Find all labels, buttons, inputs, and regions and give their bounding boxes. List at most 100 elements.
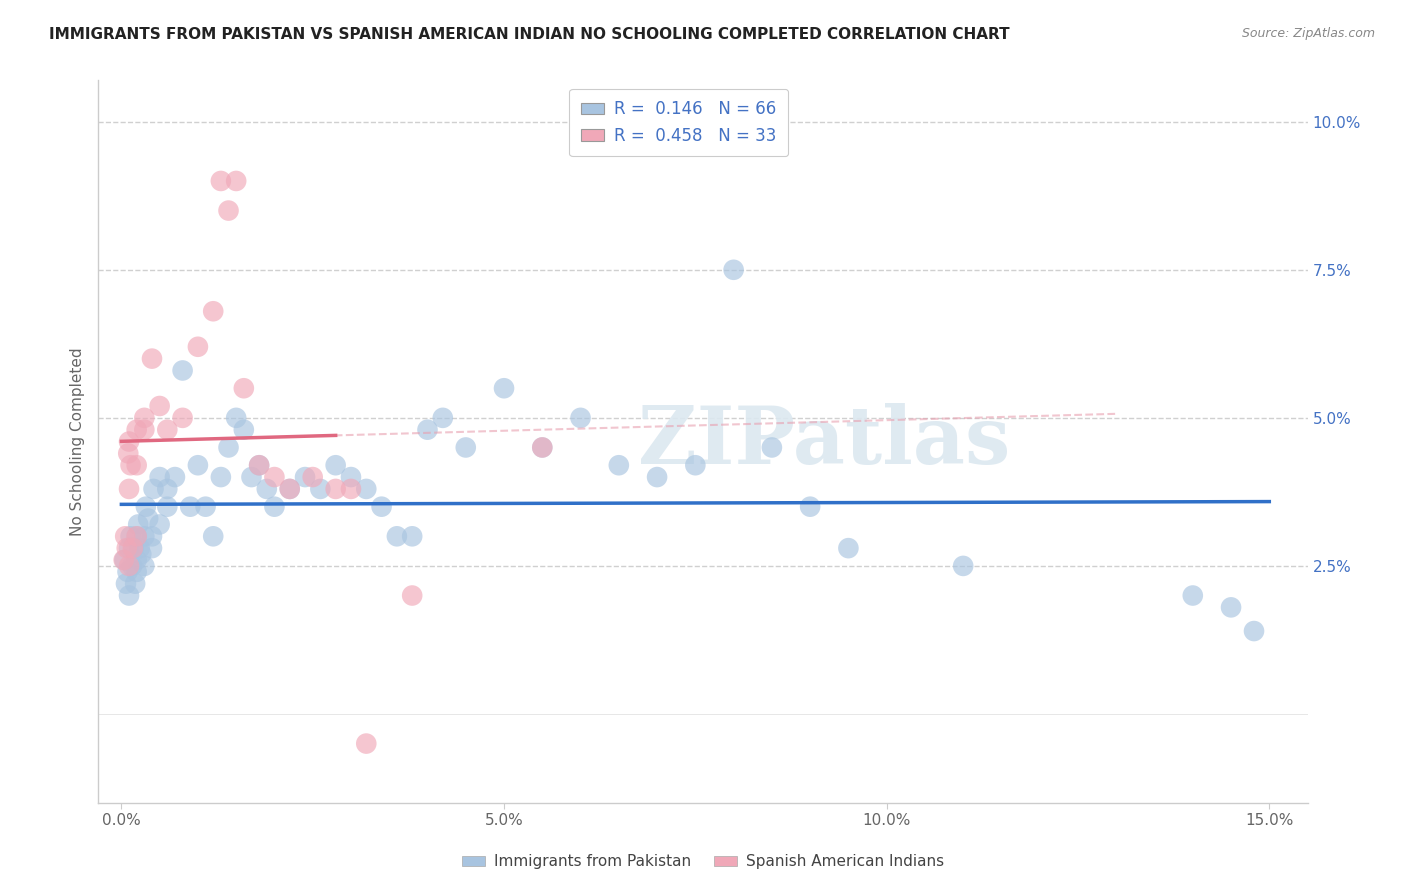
- Point: [799, 500, 821, 514]
- Point: [1243, 624, 1265, 638]
- Point: [118, 482, 141, 496]
- Point: [156, 423, 179, 437]
- Point: [115, 576, 138, 591]
- Point: [117, 565, 139, 579]
- Point: [370, 500, 392, 514]
- Point: [278, 482, 301, 496]
- Point: [149, 517, 172, 532]
- Point: [134, 423, 156, 437]
- Point: [356, 737, 378, 751]
- Point: [118, 541, 141, 556]
- Point: [263, 500, 285, 514]
- Point: [121, 558, 143, 573]
- Point: [225, 174, 247, 188]
- Point: [340, 470, 363, 484]
- Point: [142, 482, 165, 496]
- Point: [172, 410, 194, 425]
- Point: [952, 558, 974, 573]
- Point: [134, 529, 156, 543]
- Point: [141, 541, 163, 556]
- Point: [156, 500, 179, 514]
- Point: [141, 351, 163, 366]
- Point: [356, 482, 378, 496]
- Point: [309, 482, 332, 496]
- Point: [761, 441, 783, 455]
- Point: [163, 470, 186, 484]
- Point: [278, 482, 301, 496]
- Point: [723, 262, 745, 277]
- Point: [218, 441, 240, 455]
- Point: [136, 511, 159, 525]
- Point: [125, 423, 148, 437]
- Point: [1220, 600, 1243, 615]
- Point: [125, 529, 148, 543]
- Point: [120, 458, 142, 473]
- Point: [134, 410, 156, 425]
- Point: [115, 541, 138, 556]
- Point: [117, 446, 139, 460]
- Point: [401, 589, 423, 603]
- Point: [218, 203, 240, 218]
- Point: [149, 399, 172, 413]
- Point: [128, 541, 150, 556]
- Point: [240, 470, 263, 484]
- Point: [1181, 589, 1204, 603]
- Point: [531, 441, 554, 455]
- Point: [340, 482, 363, 496]
- Point: [118, 434, 141, 449]
- Point: [531, 441, 554, 455]
- Point: [385, 529, 408, 543]
- Point: [125, 565, 148, 579]
- Point: [685, 458, 707, 473]
- Point: [294, 470, 316, 484]
- Point: [129, 547, 152, 561]
- Point: [202, 529, 225, 543]
- Point: [124, 576, 146, 591]
- Text: IMMIGRANTS FROM PAKISTAN VS SPANISH AMERICAN INDIAN NO SCHOOLING COMPLETED CORRE: IMMIGRANTS FROM PAKISTAN VS SPANISH AMER…: [49, 27, 1010, 42]
- Legend: R =  0.146   N = 66, R =  0.458   N = 33: R = 0.146 N = 66, R = 0.458 N = 33: [569, 88, 789, 156]
- Point: [232, 381, 254, 395]
- Point: [454, 441, 477, 455]
- Point: [194, 500, 217, 514]
- Point: [179, 500, 201, 514]
- Point: [114, 553, 136, 567]
- Point: [125, 458, 148, 473]
- Point: [247, 458, 270, 473]
- Point: [121, 541, 143, 556]
- Point: [645, 470, 668, 484]
- Point: [134, 558, 156, 573]
- Point: [122, 541, 145, 556]
- Point: [225, 410, 247, 425]
- Point: [837, 541, 859, 556]
- Point: [301, 470, 323, 484]
- Point: [141, 529, 163, 543]
- Point: [187, 458, 209, 473]
- Point: [114, 529, 136, 543]
- Point: [492, 381, 515, 395]
- Point: [247, 458, 270, 473]
- Point: [416, 423, 439, 437]
- Point: [118, 589, 141, 603]
- Point: [156, 482, 179, 496]
- Point: [325, 482, 347, 496]
- Text: Source: ZipAtlas.com: Source: ZipAtlas.com: [1241, 27, 1375, 40]
- Text: ZIPatlas: ZIPatlas: [638, 402, 1010, 481]
- Point: [187, 340, 209, 354]
- Point: [120, 529, 142, 543]
- Point: [112, 553, 135, 567]
- Point: [401, 529, 423, 543]
- Y-axis label: No Schooling Completed: No Schooling Completed: [69, 347, 84, 536]
- Legend: Immigrants from Pakistan, Spanish American Indians: Immigrants from Pakistan, Spanish Americ…: [456, 848, 950, 875]
- Point: [209, 470, 232, 484]
- Point: [125, 553, 148, 567]
- Point: [263, 470, 285, 484]
- Point: [569, 410, 592, 425]
- Point: [432, 410, 454, 425]
- Point: [256, 482, 278, 496]
- Point: [135, 500, 157, 514]
- Point: [209, 174, 232, 188]
- Point: [232, 423, 254, 437]
- Point: [172, 363, 194, 377]
- Point: [202, 304, 225, 318]
- Point: [118, 558, 141, 573]
